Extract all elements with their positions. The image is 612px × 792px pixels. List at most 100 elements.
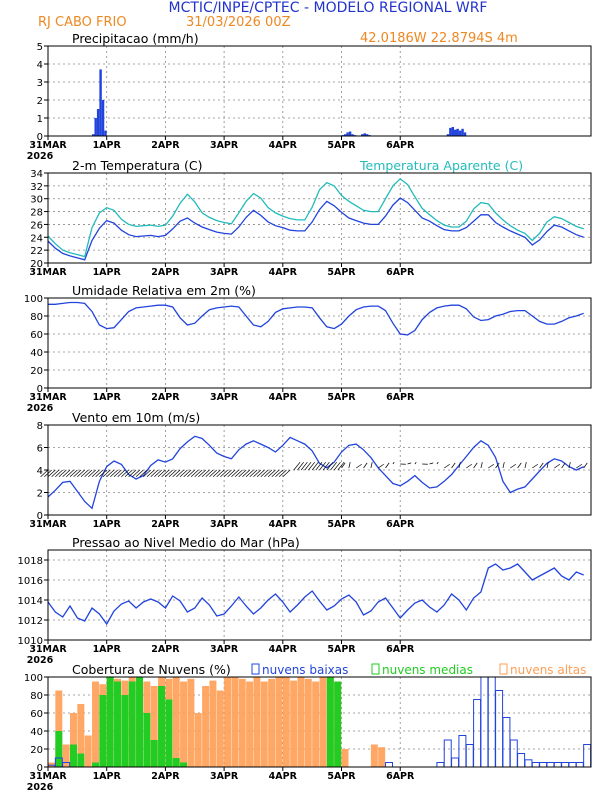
wind-arrow [319, 461, 326, 471]
cloud-bar-nuvens-altas [282, 677, 290, 767]
wind-arrow [337, 461, 345, 471]
cloud-bar-nuvens-altas [202, 686, 210, 767]
clouds-ytick-label: 40 [30, 727, 43, 738]
cloud-bar-nuvens-baixas [517, 753, 526, 768]
cloud-bar-nuvens-baixas [509, 739, 518, 768]
pres-xtick-label: 31MAR [29, 644, 67, 655]
wind-arrow [157, 469, 166, 478]
temp-xtick-label: 4APR [269, 267, 298, 278]
precip-frame [47, 45, 592, 137]
cloud-bar-nuvens-medias [106, 677, 114, 767]
wind-arrow [315, 461, 323, 471]
cloud-bar-nuvens-altas [92, 681, 99, 767]
wind-xtick-label: 1APR [93, 519, 122, 530]
cloud-bar-nuvens-baixas [561, 762, 570, 768]
wind-arrow [561, 462, 566, 469]
precip-bar [365, 134, 369, 136]
wind-arrow [84, 469, 93, 478]
wind-arrow [143, 469, 151, 478]
rh-ytick-label: 40 [30, 348, 43, 359]
cloud-bar-nuvens-altas [238, 678, 246, 767]
temp-ytick-label: 28 [30, 208, 43, 219]
wind-title: Vento em 10m (m/s) [72, 410, 200, 425]
cloud-bar-nuvens-medias [150, 740, 158, 767]
wind-arrow [88, 469, 96, 478]
cloud-bar-nuvens-altas [70, 713, 77, 767]
precip-xtick-label: 3APR [210, 140, 239, 151]
wind-arrow [223, 469, 232, 478]
precip-bar [94, 118, 97, 136]
temp-ytick-label: 24 [30, 233, 43, 244]
rh-xtick-label: 1APR [93, 392, 122, 403]
precip-bar [104, 130, 107, 136]
temp-ytick-label: 22 [30, 246, 43, 257]
rh-panel: 0 20 40 60 80 100 31MAR 1APR 2APR 3APR 4APR 5APR 6AP… [24, 283, 592, 414]
wind-arrow [205, 469, 214, 478]
rh-frame [47, 297, 592, 389]
legend-label-nuvens-altas: nuvens altas [510, 663, 586, 677]
temp-xtick-label: 6APR [386, 267, 415, 278]
wind-arrow [179, 469, 188, 478]
cloud-bar-nuvens-medias [70, 744, 77, 767]
cloud-bar-nuvens-altas [304, 678, 312, 767]
wind-arrow [278, 469, 287, 478]
cloud-bar-nuvens-altas [55, 690, 63, 767]
cloud-bar-nuvens-medias [77, 753, 85, 767]
cloud-bar-nuvens-baixas [473, 699, 482, 768]
legend-swatch-nuvens-medias [371, 663, 380, 675]
clouds-xtick-label: 3APR [210, 771, 239, 782]
legend-swatch-nuvens-baixas [251, 663, 260, 675]
rh-title: Umidade Relativa em 2m (%) [72, 283, 256, 298]
precip-title: Precipitacao (mm/h) [72, 31, 199, 46]
cloud-bar-nuvens-medias [326, 677, 334, 767]
temp-xtick-label: 5APR [327, 267, 356, 278]
wind-arrow [458, 462, 461, 469]
pres-frame [47, 549, 592, 641]
wind-arrow [161, 469, 170, 478]
rh-xtick-label: 31MAR [29, 392, 67, 403]
clouds-xtick-label: 2APR [151, 771, 180, 782]
clouds-xtick-label: 5APR [327, 771, 356, 782]
wind-arrow [267, 469, 276, 478]
cloud-bar-nuvens-altas [187, 678, 195, 767]
pres-xtick-label: 3APR [210, 644, 239, 655]
wind-arrow [249, 469, 258, 478]
wind-arrow [135, 469, 144, 478]
wind-arrow [165, 469, 173, 478]
wind-arrow [429, 462, 434, 465]
cloud-bar-nuvens-altas [370, 744, 378, 767]
wind-ytick-label: 6 [37, 444, 43, 455]
cloud-bar-nuvens-baixas [443, 739, 452, 768]
wind-arrow [308, 461, 315, 471]
wind-arrow [176, 469, 184, 478]
wind-arrow [121, 469, 129, 478]
cloud-bar-nuvens-medias [143, 713, 151, 767]
wind-arrow [436, 461, 439, 465]
precip-bar [449, 127, 452, 136]
rh-xtick-label: 2APR [151, 392, 180, 403]
precip-panel: 0 1 2 3 4 5 31MAR 1APR 2APR 3APR 4APR 5APR 6APR 2026 P… [27, 31, 592, 162]
wind-arrow [392, 461, 395, 465]
precip-ytick-label: 3 [37, 78, 43, 89]
wind-arrow [194, 469, 203, 478]
wind-arrow [183, 469, 192, 478]
wind-arrow [539, 462, 544, 469]
precip-bar [361, 134, 364, 136]
wind-xtick-label: 6APR [386, 519, 415, 530]
wind-arrow [190, 469, 199, 478]
wind-arrow [532, 463, 539, 469]
precip-bar [99, 69, 102, 136]
cloud-bar-nuvens-altas [180, 681, 188, 767]
wind-arrow [73, 469, 82, 478]
precip-xtick-label: 2APR [151, 140, 180, 151]
wind-arrow [473, 462, 478, 469]
wind-arrow [209, 469, 218, 478]
temp-ytick-label: 34 [30, 169, 43, 180]
rh-ytick-label: 100 [24, 294, 43, 305]
rh-ytick-label: 20 [30, 366, 43, 377]
temp-series-blue [47, 197, 584, 261]
cloud-bar-nuvens-baixas [502, 717, 511, 768]
wind-arrow [80, 469, 89, 478]
pres-xtick-label: 6APR [386, 644, 415, 655]
cloud-bar-nuvens-medias [99, 695, 107, 767]
